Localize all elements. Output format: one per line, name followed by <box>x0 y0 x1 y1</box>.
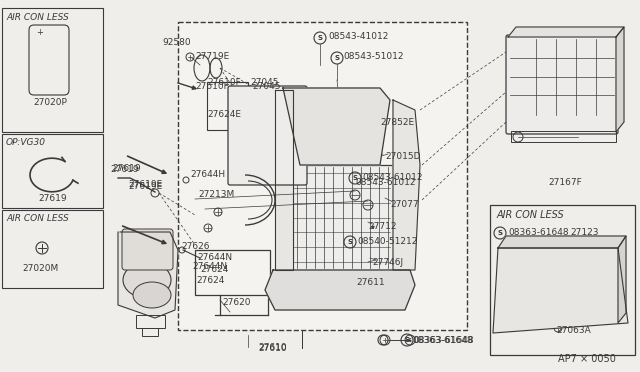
Ellipse shape <box>123 262 171 298</box>
Polygon shape <box>498 236 626 248</box>
Text: 27624: 27624 <box>200 265 228 274</box>
Text: 08363-61648: 08363-61648 <box>508 228 568 237</box>
Text: S: S <box>335 55 339 61</box>
Text: 27644N: 27644N <box>197 253 232 262</box>
Text: +: + <box>36 28 44 37</box>
Text: 27712: 27712 <box>368 222 397 231</box>
Text: AP7 × 0050: AP7 × 0050 <box>558 354 616 364</box>
Text: AIR CON LESS: AIR CON LESS <box>6 214 68 223</box>
Bar <box>503 253 613 318</box>
FancyBboxPatch shape <box>506 35 618 134</box>
Text: 27020P: 27020P <box>33 98 67 107</box>
Bar <box>490 205 635 355</box>
Text: 08363-61648: 08363-61648 <box>412 336 472 345</box>
Text: 27610: 27610 <box>258 343 287 352</box>
Polygon shape <box>508 27 624 37</box>
Polygon shape <box>265 270 415 310</box>
Text: S: S <box>353 175 358 181</box>
Text: 27611: 27611 <box>356 278 385 287</box>
Text: 27020M: 27020M <box>22 264 58 273</box>
Bar <box>136 315 165 328</box>
Text: OP:VG30: OP:VG30 <box>6 138 46 147</box>
Text: 27644N: 27644N <box>192 262 227 271</box>
Text: S: S <box>404 337 410 343</box>
Bar <box>235 92 300 115</box>
Text: 27619: 27619 <box>112 164 141 173</box>
Polygon shape <box>118 232 178 318</box>
Text: 27610: 27610 <box>258 344 287 353</box>
Text: 92580: 92580 <box>162 38 191 47</box>
FancyBboxPatch shape <box>122 229 173 270</box>
Polygon shape <box>618 236 626 323</box>
Text: 27620: 27620 <box>222 298 250 307</box>
Text: 27077: 27077 <box>390 200 419 209</box>
Bar <box>511 131 616 142</box>
Text: AIR CON LESS: AIR CON LESS <box>6 13 68 22</box>
Bar <box>195 250 270 295</box>
Text: S: S <box>317 35 323 41</box>
Bar <box>207 82 248 130</box>
Text: 27610F: 27610F <box>207 78 241 87</box>
Circle shape <box>272 105 278 111</box>
Text: 27213M: 27213M <box>198 190 234 199</box>
Text: 27624E: 27624E <box>207 110 241 119</box>
Bar <box>2 134 103 208</box>
Text: 27610F: 27610F <box>195 82 228 91</box>
Ellipse shape <box>133 282 171 308</box>
Bar <box>2 210 103 288</box>
Text: 27015D: 27015D <box>385 152 420 161</box>
Text: 27746J: 27746J <box>372 258 403 267</box>
Text: 08543-61012: 08543-61012 <box>355 178 415 187</box>
Text: 27619: 27619 <box>110 165 139 174</box>
Polygon shape <box>493 248 628 333</box>
Text: S: S <box>408 337 412 343</box>
Text: 08543-51012: 08543-51012 <box>343 52 403 61</box>
Text: 27167F: 27167F <box>548 178 582 187</box>
Text: S: S <box>497 230 502 236</box>
Text: 08543-41012: 08543-41012 <box>328 32 388 41</box>
Text: 08543-61012: 08543-61012 <box>362 173 422 182</box>
Text: S: S <box>348 239 353 245</box>
Text: 27063A: 27063A <box>556 326 591 335</box>
Text: 08363-61648: 08363-61648 <box>413 336 474 345</box>
Polygon shape <box>283 88 390 165</box>
Polygon shape <box>393 100 420 270</box>
Text: 27624: 27624 <box>196 276 225 285</box>
Bar <box>142 328 158 336</box>
Text: 27619E: 27619E <box>128 182 163 191</box>
Text: 27045: 27045 <box>250 78 278 87</box>
Bar <box>283 165 393 270</box>
Text: 27619: 27619 <box>38 194 67 203</box>
Text: 27719E: 27719E <box>195 52 229 61</box>
Bar <box>178 22 467 330</box>
Text: 27852E: 27852E <box>380 118 414 127</box>
Text: 27626: 27626 <box>181 242 209 251</box>
Text: AIR CON LESS: AIR CON LESS <box>497 210 564 220</box>
Polygon shape <box>275 90 293 270</box>
Text: 27123: 27123 <box>570 228 598 237</box>
FancyBboxPatch shape <box>228 86 307 185</box>
Bar <box>2 8 103 132</box>
Text: 27644H: 27644H <box>190 170 225 179</box>
Text: 08540-51212: 08540-51212 <box>357 237 417 246</box>
Text: 27619E: 27619E <box>128 180 163 189</box>
Text: 27045: 27045 <box>252 82 280 91</box>
Polygon shape <box>616 27 624 132</box>
